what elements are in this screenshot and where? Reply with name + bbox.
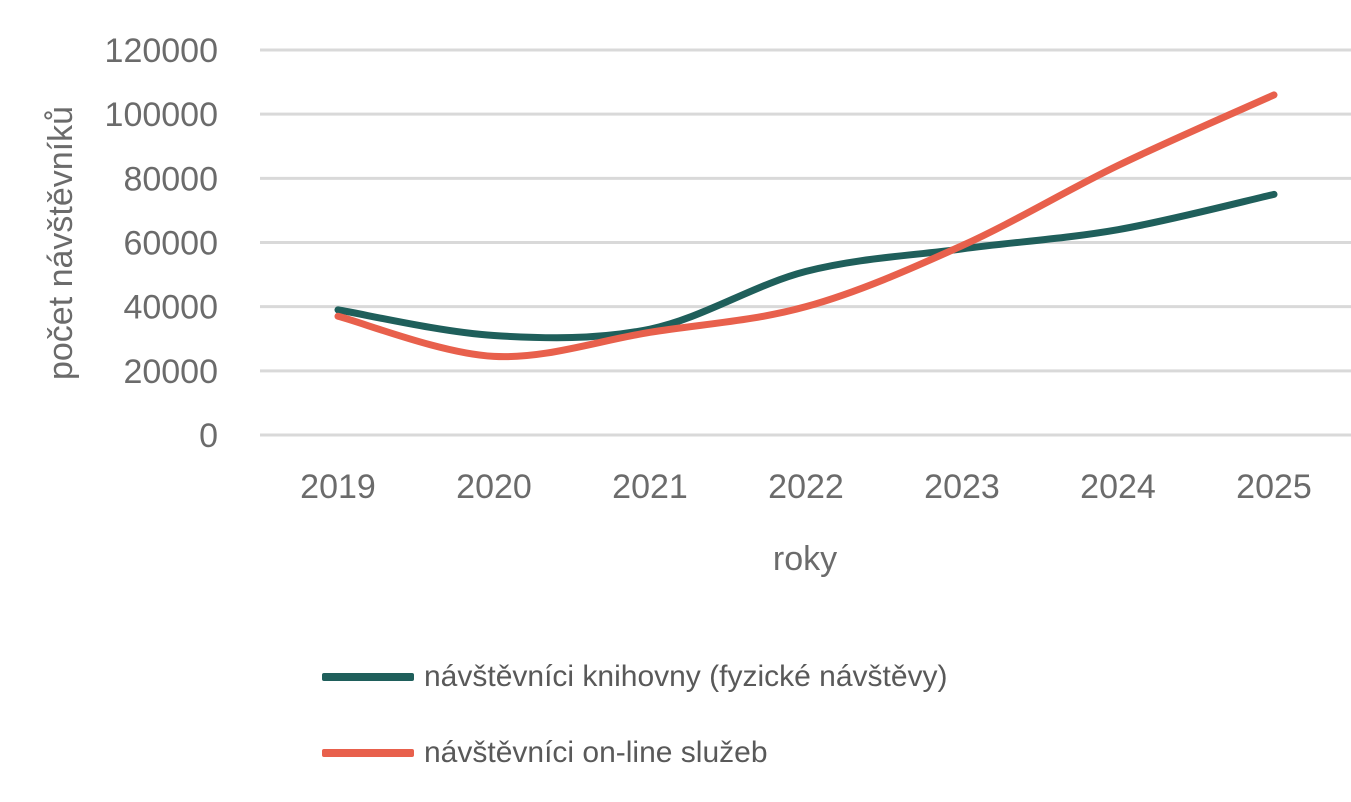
legend-item-physical-visitors: návštěvníci knihovny (fyzické návštěvy) — [322, 650, 948, 704]
x-tick-label: 2025 — [1236, 468, 1312, 506]
legend-swatch-physical — [322, 673, 414, 681]
y-tick-label: 80000 — [123, 160, 218, 198]
x-tick-label: 2022 — [768, 468, 844, 506]
y-tick-label: 0 — [199, 417, 218, 455]
legend: návštěvníci knihovny (fyzické návštěvy) … — [322, 650, 948, 802]
y-tick-label: 20000 — [123, 353, 218, 391]
x-tick-label: 2021 — [612, 468, 688, 506]
y-tick-label: 40000 — [123, 289, 218, 327]
legend-label-online: návštěvníci on-line služeb — [424, 736, 768, 769]
series-line-physical — [334, 190, 1278, 342]
x-tick-label: 2019 — [300, 468, 376, 506]
y-tick-label: 100000 — [105, 96, 218, 134]
gridlines — [260, 48, 1351, 437]
x-tick-label: 2023 — [924, 468, 1000, 506]
y-axis-title: počet návštěvníků — [42, 106, 80, 380]
y-tick-label: 120000 — [105, 32, 218, 70]
y-tick-labels: 0 20000 40000 60000 80000 100000 120000 — [105, 32, 218, 455]
x-tick-label: 2024 — [1080, 468, 1156, 506]
legend-label-physical: návštěvníci knihovny (fyzické návštěvy) — [424, 660, 948, 693]
series-line-online — [334, 91, 1278, 361]
x-tick-labels: 2019 2020 2021 2022 2023 2024 2025 — [300, 468, 1312, 506]
y-tick-label: 60000 — [123, 225, 218, 263]
x-tick-label: 2020 — [456, 468, 532, 506]
legend-item-online-visitors: návštěvníci on-line služeb — [322, 726, 948, 780]
series-lines — [334, 91, 1278, 361]
x-axis-title: roky — [773, 540, 837, 578]
legend-swatch-online — [322, 749, 414, 757]
